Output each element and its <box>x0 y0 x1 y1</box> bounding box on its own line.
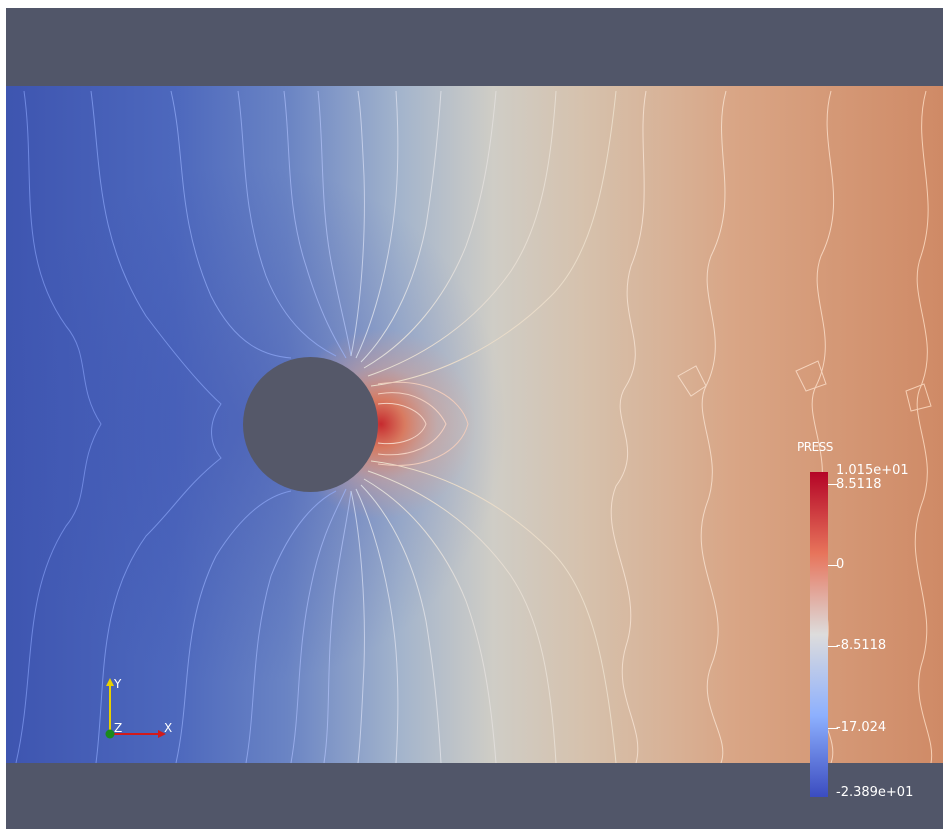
axis-y-label: Y <box>114 677 122 691</box>
colorbar-label: -17.024 <box>836 720 887 735</box>
colorbar-tick <box>828 565 838 566</box>
colorbar-label: 8.5118 <box>836 477 882 492</box>
render-viewport[interactable]: PRESS 1.015e+01 8.5118 0 -8.5118 -17.024… <box>6 8 943 829</box>
cylinder-obstacle <box>243 357 378 492</box>
colorbar-min-label: -2.389e+01 <box>836 785 914 800</box>
colorbar-label: -8.5118 <box>836 638 887 653</box>
colorbar[interactable] <box>810 472 828 797</box>
axis-z-label: Z <box>114 721 123 735</box>
orientation-axes: Y Z X <box>100 676 180 746</box>
colorbar-title: PRESS <box>797 440 833 454</box>
colorbar-label: 0 <box>836 557 845 572</box>
axis-x-label: X <box>164 721 173 735</box>
colorbar-tick <box>828 728 838 729</box>
colorbar-max-label: 1.015e+01 <box>836 463 909 478</box>
axes-gizmo-icon <box>105 678 166 739</box>
pressure-field[interactable] <box>6 86 943 763</box>
colorbar-tick <box>828 484 838 485</box>
colorbar-tick <box>828 646 838 647</box>
pressure-field-svg <box>6 86 943 763</box>
